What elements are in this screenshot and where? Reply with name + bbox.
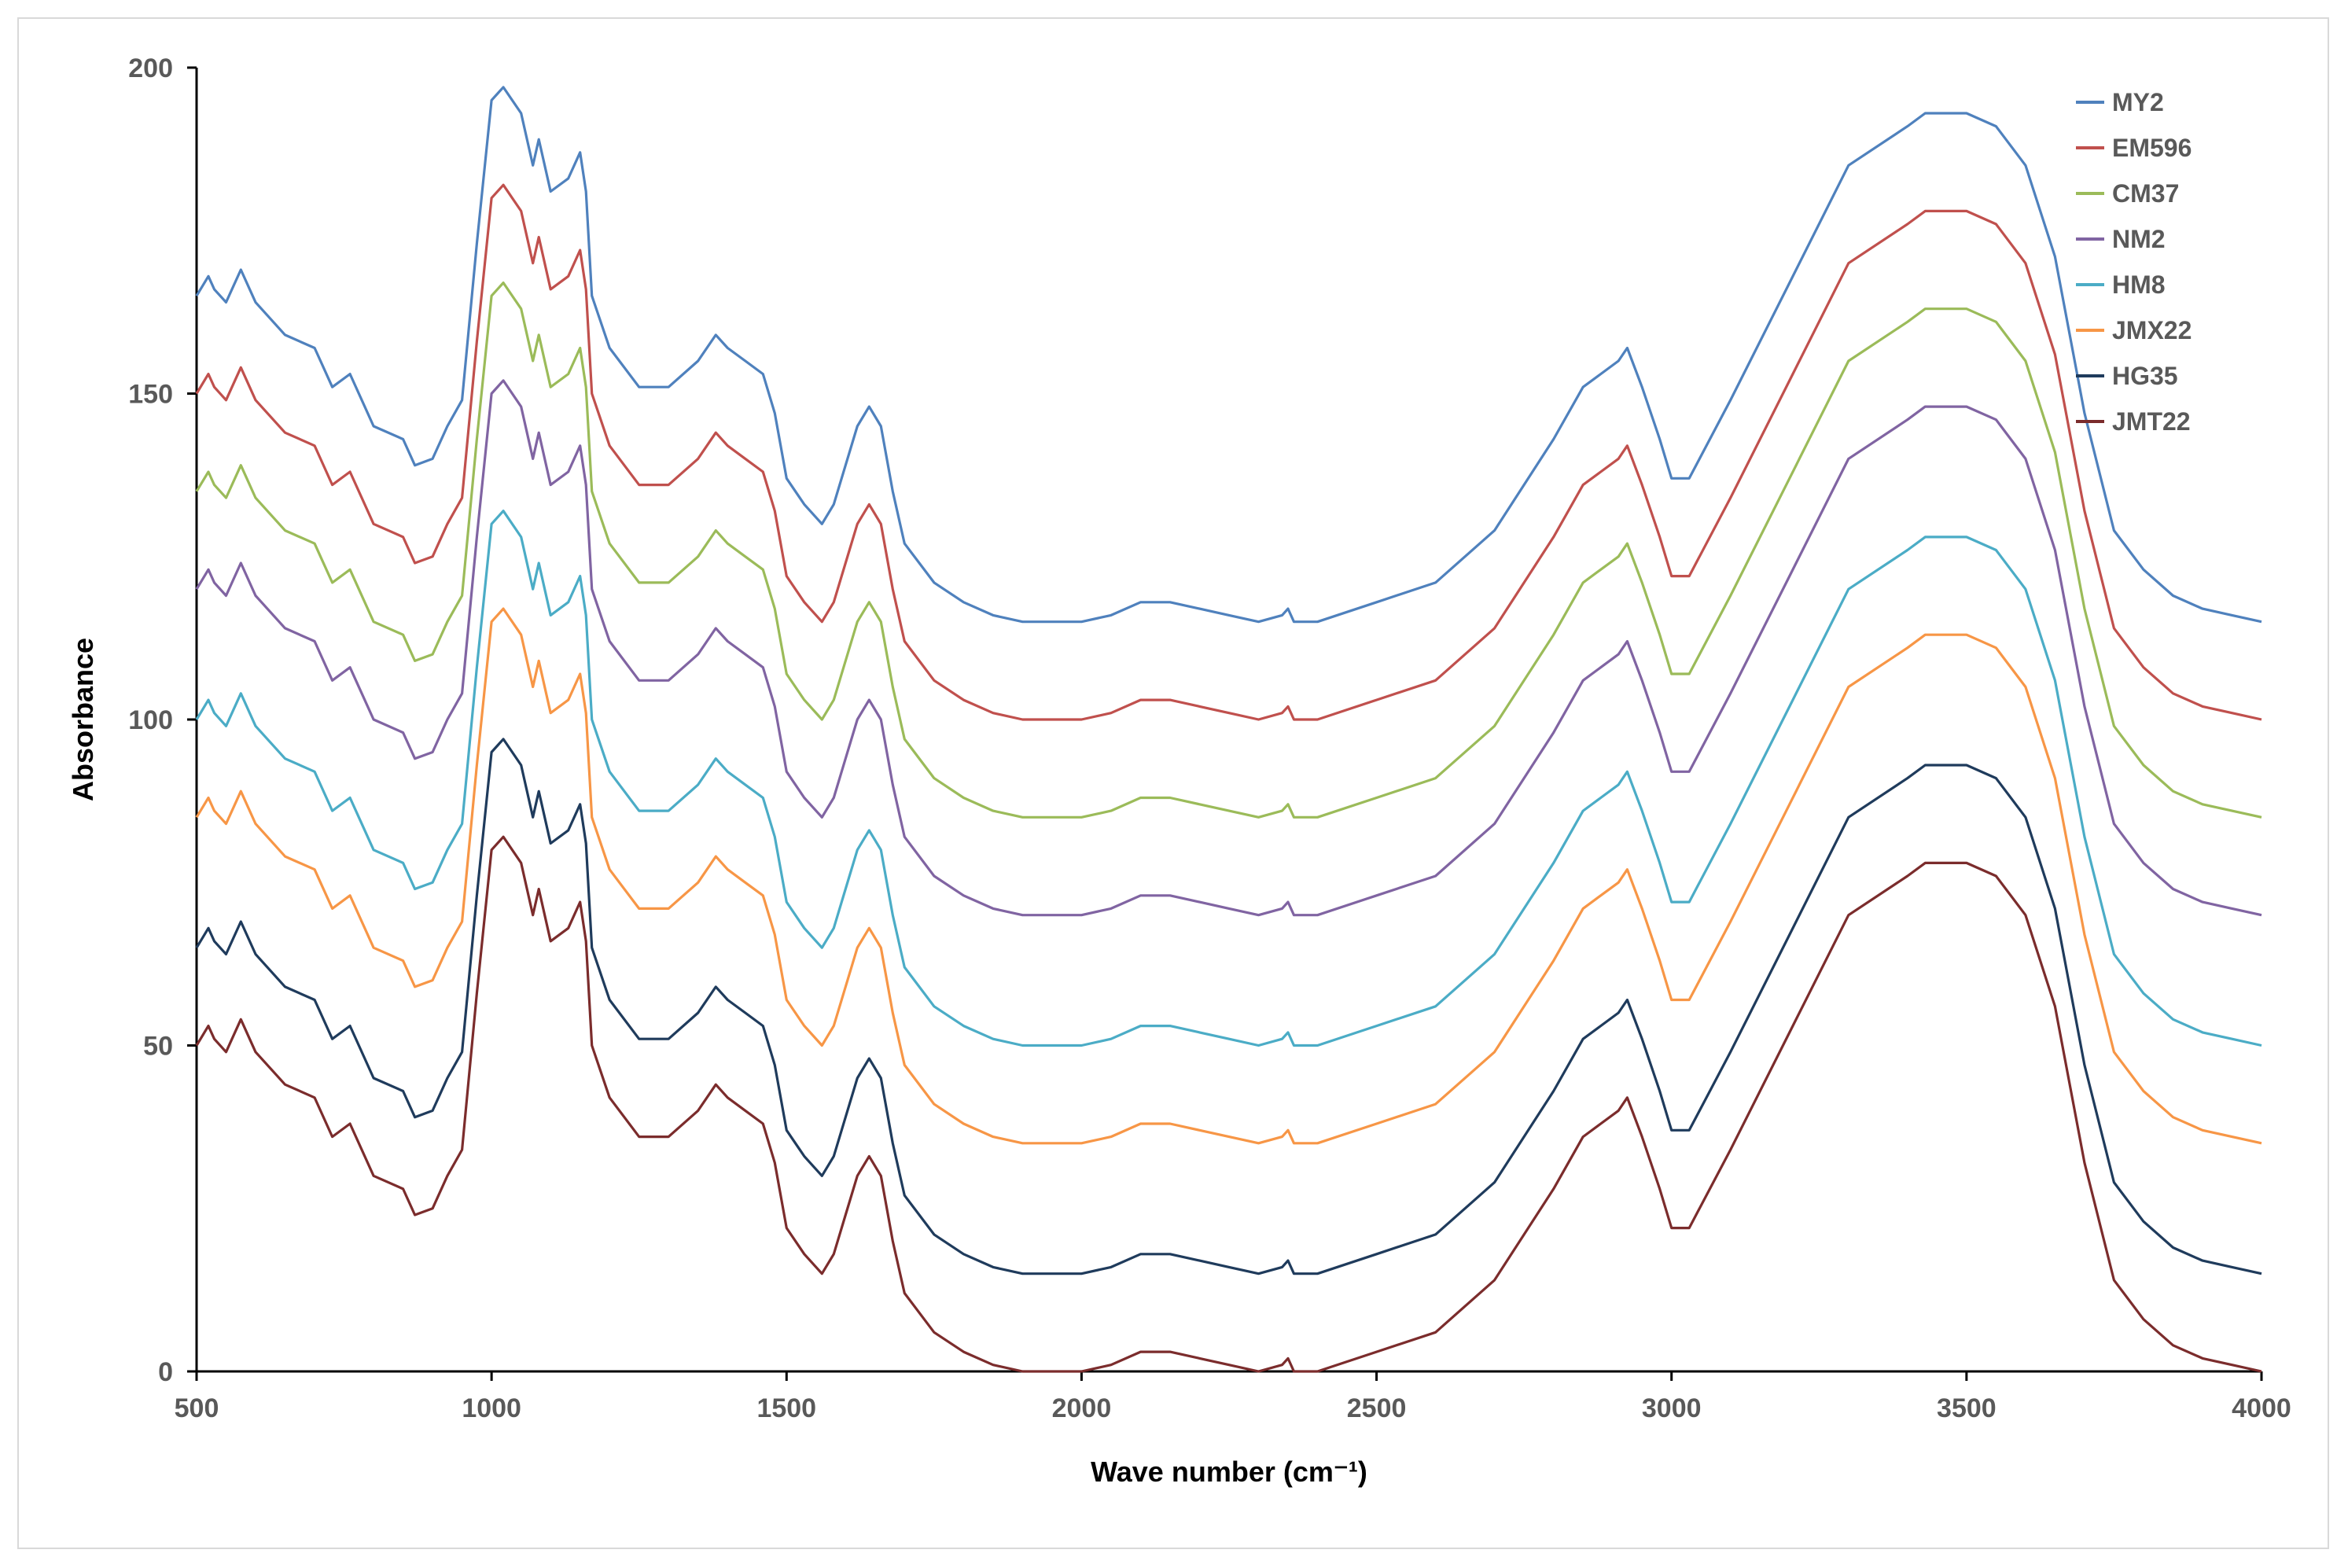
legend-label-hg35: HG35: [2112, 362, 2178, 390]
y-tick-label: 100: [128, 705, 173, 735]
series-line-em596: [195, 183, 2262, 721]
x-tick-label: 2500: [1347, 1393, 1407, 1423]
y-ticks: 0 50 100 150 200: [128, 53, 197, 1387]
series-line-hg35: [195, 738, 2262, 1275]
series-line-cm37: [195, 282, 2262, 819]
series-line-jmx22: [195, 607, 2262, 1145]
x-ticks: 500 1000 1500 2000 2500 3000 3500 4000: [175, 1371, 2291, 1423]
x-tick-label: 2000: [1052, 1393, 1112, 1423]
y-tick-label: 0: [158, 1357, 173, 1387]
x-tick-label: 3500: [1937, 1393, 1997, 1423]
y-tick-label: 50: [143, 1032, 173, 1062]
series-lines: [195, 86, 2262, 1373]
x-tick-label: 1000: [462, 1393, 521, 1423]
legend-label-my2: MY2: [2112, 88, 2164, 116]
y-tick-label: 200: [128, 53, 173, 83]
series-line-hm8: [195, 510, 2262, 1047]
y-axis-title: Absorbance: [67, 638, 99, 801]
legend-label-jmx22: JMX22: [2112, 316, 2192, 344]
series-line-nm2: [195, 379, 2262, 917]
x-tick-label: 500: [175, 1393, 219, 1423]
legend-label-cm37: CM37: [2112, 179, 2179, 208]
x-tick-label: 1500: [756, 1393, 816, 1423]
legend: MY2 EM596 CM37 NM2 HM8 JMX22 HG35 JMT22: [2076, 88, 2192, 436]
y-tick-label: 150: [128, 380, 173, 410]
series-line-my2: [195, 86, 2262, 624]
series-line-jmt22: [195, 835, 2262, 1373]
legend-label-jmt22: JMT22: [2112, 407, 2191, 436]
legend-label-hm8: HM8: [2112, 271, 2166, 299]
axes: [195, 68, 2262, 1373]
x-tick-label: 3000: [1642, 1393, 1702, 1423]
legend-label-nm2: NM2: [2112, 225, 2166, 253]
x-axis-title: Wave number (cm⁻¹): [1091, 1456, 1367, 1488]
x-tick-label: 4000: [2232, 1393, 2291, 1423]
chart-frame: [17, 17, 2329, 1549]
legend-label-em596: EM596: [2112, 134, 2192, 162]
